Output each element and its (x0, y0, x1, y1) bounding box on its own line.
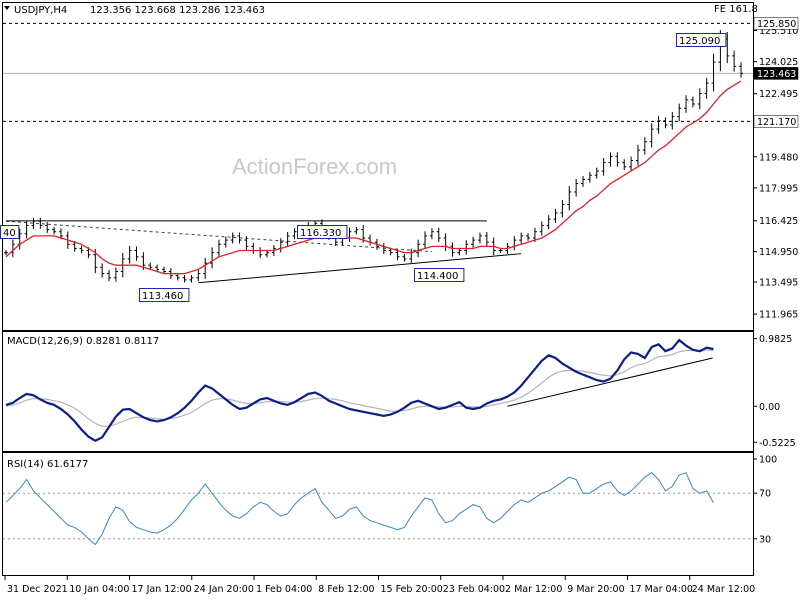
macd-trendline (507, 357, 713, 407)
macd-y-tick-label: -0.5225 (759, 438, 796, 449)
annotation-box (676, 33, 727, 47)
y-tick-label: 114.950 (759, 247, 798, 258)
price-annotations: 125.090 116.330 114.400 113.460 40 (0, 33, 727, 302)
macd-y-tick-label: 0.9825 (759, 334, 792, 345)
fe-label: FE 161.8 (714, 4, 758, 15)
y-tick-label: 122.495 (759, 89, 798, 100)
annotation-box (297, 225, 348, 239)
x-tick-label: 2 Mar 12:00 (505, 584, 562, 595)
y-tick-label: 113.495 (759, 278, 798, 289)
macd-panel-frame (2, 331, 754, 452)
watermark-text: ActionForex.com (232, 154, 397, 179)
price-axis: 125.510 124.025 122.495 119.480 117.995 116.4… (753, 17, 799, 321)
x-tick-label: 23 Feb 04:00 (443, 584, 505, 595)
annotation-label: 125.090 (679, 36, 720, 47)
trendline (198, 253, 522, 284)
macd-y-tick-label: 0.00 (759, 402, 780, 413)
annotation-label: 40 (3, 228, 16, 239)
x-tick-label: 8 Feb 12:00 (318, 584, 374, 595)
rsi-line (5, 472, 714, 546)
x-tick-label: 24 Jan 20:00 (194, 584, 254, 595)
x-tick-label: 10 Jan 04:00 (69, 584, 129, 595)
annotation-label: 113.460 (142, 291, 183, 302)
y-tick-label: 125.510 (759, 26, 798, 37)
macd-signal-line (5, 349, 714, 427)
x-tick-label: 9 Mar 20:00 (567, 584, 624, 595)
y-tick-label: 117.995 (759, 183, 798, 194)
macd-line (5, 338, 714, 442)
x-tick-label: 31 Dec 2021 (7, 584, 68, 595)
level-tag (753, 17, 799, 30)
x-tick-label: 17 Mar 04:00 (630, 584, 693, 595)
x-tick-label: 15 Feb 20:00 (381, 584, 443, 595)
level-tag-label: 121.170 (757, 117, 796, 128)
x-tick-label: 1 Feb 04:00 (256, 584, 312, 595)
annotation-box (0, 225, 20, 239)
rsi-y-tick-label: 30 (759, 534, 771, 545)
y-tick-label: 116.425 (759, 216, 798, 227)
trendline (5, 220, 432, 253)
rsi-y-tick-label: 70 (759, 489, 771, 500)
level-tag (753, 115, 799, 128)
rsi-panel: 100 70 30 (3, 455, 777, 546)
rsi-y-tick-label: 100 (759, 455, 777, 466)
time-axis: 31 Dec 2021 10 Jan 04:00 17 Jan 12:00 24 Ja… (4, 576, 755, 595)
annotation-label: 116.330 (300, 228, 341, 239)
moving-average-line (5, 80, 742, 275)
macd-title: MACD(12,26,9) 0.8281 0.8117 (7, 336, 159, 347)
x-tick-label: 17 Jan 12:00 (132, 584, 192, 595)
level-tag-label: 123.463 (757, 69, 796, 80)
rsi-panel-frame (2, 452, 754, 576)
trendlines (5, 220, 522, 284)
annotation-box (139, 288, 190, 302)
symbol-label: USDJPY,H4 (14, 5, 67, 16)
moving-average (5, 80, 742, 275)
rsi-title: RSI(14) 61.6177 (7, 459, 88, 470)
horizontal-levels (3, 22, 753, 122)
level-tag (753, 67, 799, 80)
y-tick-label: 119.480 (759, 152, 798, 163)
price-panel-frame (2, 2, 754, 331)
y-tick-label: 124.025 (759, 57, 798, 68)
level-tag-label: 125.850 (757, 19, 796, 30)
annotation-box (414, 268, 465, 282)
annotation-label: 114.400 (417, 271, 458, 282)
dropdown-triangle-icon[interactable] (4, 6, 10, 10)
y-tick-label: 111.965 (759, 310, 798, 321)
x-tick-label: 24 Mar 12:00 (692, 584, 755, 595)
macd-panel: 0.9825 0.00 -0.5225 (5, 334, 796, 449)
ohlc-values: 123.356 123.668 123.286 123.463 (90, 5, 265, 16)
